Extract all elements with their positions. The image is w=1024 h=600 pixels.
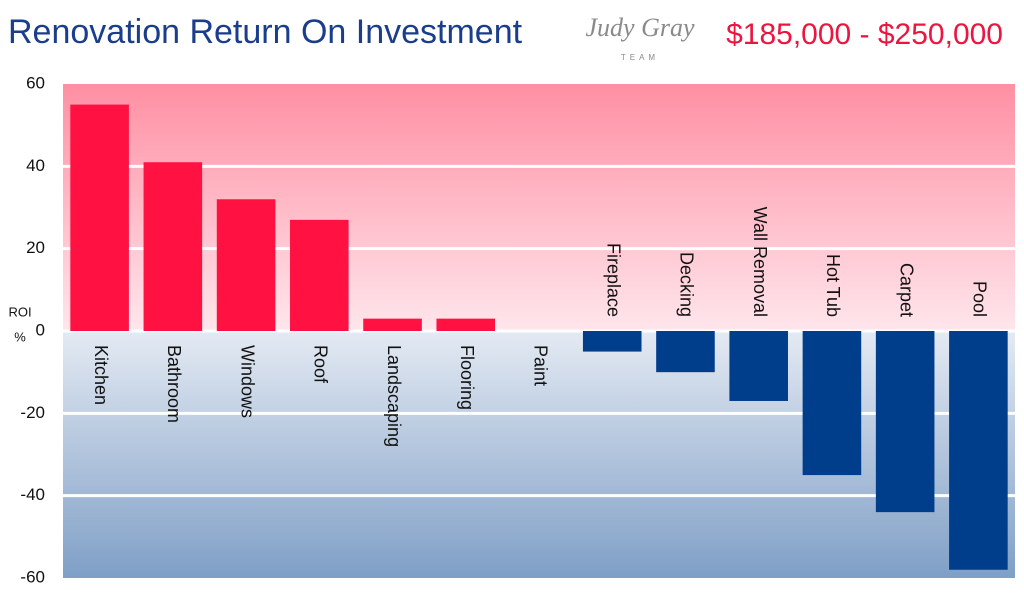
x-tick-label: Carpet [896,263,916,317]
x-tick-label: Hot Tub [823,254,843,317]
chart-subtitle: $185,000 - $250,000 [726,18,1003,51]
x-tick-label: Kitchen [91,345,111,405]
bar [70,104,129,331]
bar [216,199,276,331]
bar [143,162,203,331]
y-tick-label: -40 [20,485,45,504]
y-axis-label: ROI [8,304,31,319]
y-tick-label: -20 [20,403,45,422]
bar [363,318,422,331]
x-tick-label: Wall Removal [750,207,770,317]
bar [656,331,715,373]
x-tick-label: Flooring [457,345,477,410]
x-tick-label: Pool [970,281,990,317]
x-tick-label: Roof [311,345,331,384]
bar [582,331,642,352]
logo: Judy Gray [585,13,694,42]
y-tick-label: 20 [26,238,45,257]
x-tick-label: Fireplace [603,243,623,317]
bar [802,331,862,476]
bar [729,331,788,401]
plot-background-positive [63,84,1015,331]
y-tick-label: 40 [26,156,45,175]
x-tick-label: Paint [530,345,550,386]
x-tick-label: Landscaping [384,345,404,447]
y-tick-label: -60 [20,567,45,586]
logo-sub: TEAM [621,53,659,62]
y-tick-label: 0 [36,320,45,339]
bar [290,219,349,331]
x-tick-label: Windows [237,345,257,418]
x-tick-label: Decking [677,252,697,317]
bar [949,331,1008,570]
bar [875,331,935,513]
x-tick-label: Bathroom [164,345,184,423]
bar [436,318,496,331]
y-tick-label: 60 [26,73,45,92]
chart-title: Renovation Return On Investment [8,13,523,51]
y-axis-unit: % [14,329,26,344]
